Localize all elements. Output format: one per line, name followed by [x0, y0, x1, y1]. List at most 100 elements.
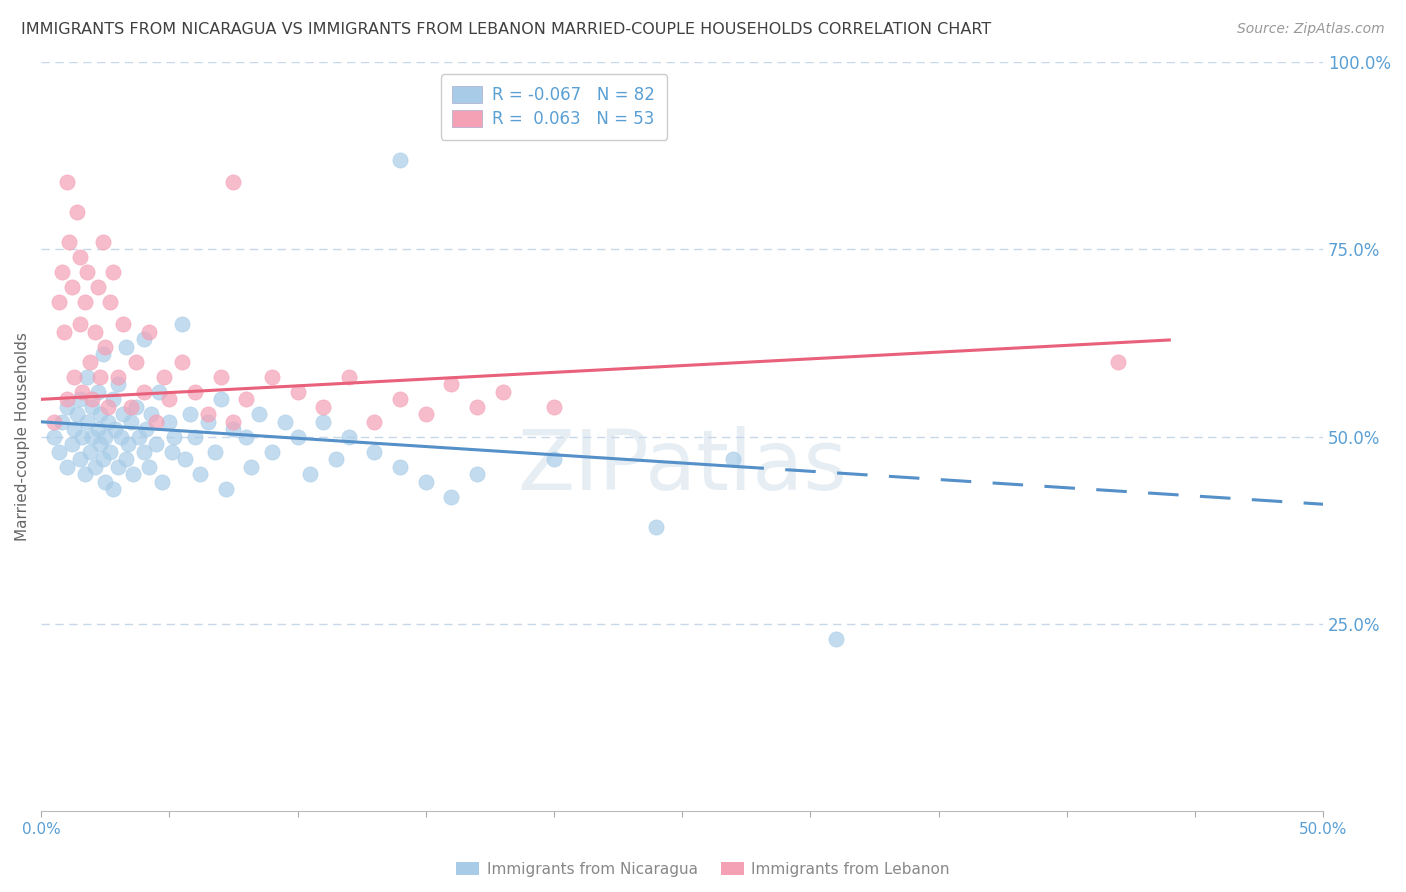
- Point: [179, 407, 201, 421]
- Point: [160, 444, 183, 458]
- Point: [73, 467, 96, 482]
- Point: [128, 430, 150, 444]
- Point: [69, 250, 91, 264]
- Point: [132, 384, 155, 399]
- Point: [138, 459, 160, 474]
- Point: [363, 444, 385, 458]
- Point: [209, 369, 232, 384]
- Point: [543, 452, 565, 467]
- Point: [312, 400, 335, 414]
- Point: [204, 444, 226, 458]
- Point: [97, 400, 120, 414]
- Point: [107, 369, 129, 384]
- Point: [60, 437, 83, 451]
- Legend: Immigrants from Nicaragua, Immigrants from Lebanon: Immigrants from Nicaragua, Immigrants fr…: [449, 854, 957, 884]
- Point: [58, 235, 80, 249]
- Point: [107, 459, 129, 474]
- Point: [76, 265, 98, 279]
- Point: [543, 400, 565, 414]
- Point: [89, 437, 111, 451]
- Legend: R = -0.067   N = 82, R =  0.063   N = 53: R = -0.067 N = 82, R = 0.063 N = 53: [441, 74, 666, 140]
- Point: [247, 407, 270, 421]
- Point: [112, 318, 135, 332]
- Point: [145, 437, 167, 451]
- Text: Source: ZipAtlas.com: Source: ZipAtlas.com: [1237, 22, 1385, 37]
- Point: [86, 422, 108, 436]
- Point: [132, 444, 155, 458]
- Point: [260, 369, 283, 384]
- Point: [120, 400, 142, 414]
- Point: [157, 415, 180, 429]
- Point: [273, 415, 295, 429]
- Point: [51, 265, 73, 279]
- Point: [101, 392, 124, 407]
- Point: [491, 384, 513, 399]
- Point: [337, 430, 360, 444]
- Point: [440, 377, 463, 392]
- Point: [98, 444, 121, 458]
- Point: [150, 475, 173, 489]
- Point: [101, 482, 124, 496]
- Point: [89, 369, 111, 384]
- Point: [114, 452, 136, 467]
- Point: [157, 392, 180, 407]
- Point: [79, 355, 101, 369]
- Point: [55, 459, 77, 474]
- Point: [94, 430, 117, 444]
- Point: [112, 407, 135, 421]
- Point: [222, 422, 245, 436]
- Point: [84, 325, 107, 339]
- Point: [222, 415, 245, 429]
- Point: [125, 355, 148, 369]
- Point: [82, 430, 104, 444]
- Point: [363, 415, 385, 429]
- Point: [215, 482, 238, 496]
- Point: [48, 444, 70, 458]
- Point: [76, 369, 98, 384]
- Point: [197, 415, 219, 429]
- Point: [98, 294, 121, 309]
- Point: [107, 377, 129, 392]
- Point: [260, 444, 283, 458]
- Point: [94, 475, 117, 489]
- Point: [148, 384, 170, 399]
- Point: [66, 205, 89, 219]
- Point: [465, 400, 488, 414]
- Point: [70, 384, 93, 399]
- Point: [312, 415, 335, 429]
- Point: [235, 392, 257, 407]
- Point: [94, 340, 117, 354]
- Point: [389, 392, 412, 407]
- Point: [135, 422, 157, 436]
- Point: [86, 384, 108, 399]
- Point: [299, 467, 322, 482]
- Point: [125, 400, 148, 414]
- Point: [114, 340, 136, 354]
- Point: [287, 430, 309, 444]
- Y-axis label: Married-couple Households: Married-couple Households: [15, 333, 30, 541]
- Point: [145, 415, 167, 429]
- Point: [51, 415, 73, 429]
- Point: [120, 415, 142, 429]
- Point: [110, 430, 132, 444]
- Point: [55, 400, 77, 414]
- Point: [235, 430, 257, 444]
- Point: [163, 430, 186, 444]
- Point: [197, 407, 219, 421]
- Point: [645, 519, 668, 533]
- Point: [138, 325, 160, 339]
- Point: [389, 153, 412, 167]
- Point: [82, 392, 104, 407]
- Point: [97, 415, 120, 429]
- Point: [91, 347, 114, 361]
- Point: [440, 490, 463, 504]
- Point: [63, 369, 86, 384]
- Point: [69, 392, 91, 407]
- Point: [42, 415, 65, 429]
- Point: [79, 444, 101, 458]
- Point: [66, 407, 89, 421]
- Point: [69, 452, 91, 467]
- Point: [240, 459, 263, 474]
- Point: [48, 294, 70, 309]
- Point: [188, 467, 211, 482]
